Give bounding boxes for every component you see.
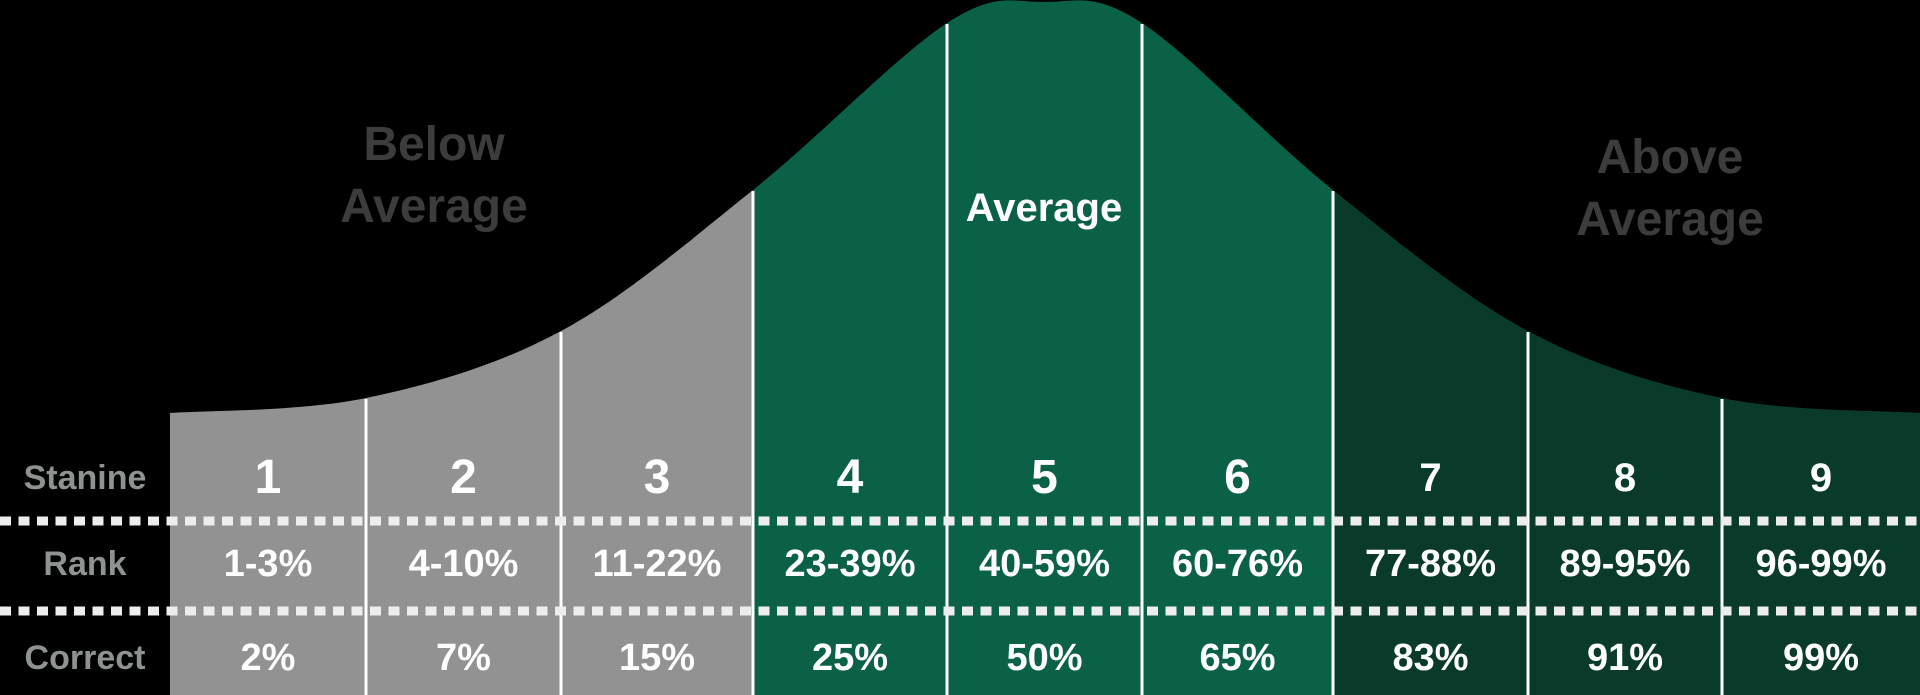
curve-column-stanine-8 (1528, 331, 1722, 695)
correct-cell-6: 65% (1199, 637, 1276, 679)
stanine-cell-3: 3 (643, 451, 671, 504)
stanine-cell-1: 1 (254, 451, 282, 504)
stanine-cell-2: 2 (450, 451, 477, 504)
correct-cell-3: 15% (618, 637, 696, 679)
correct-cell-2: 7% (436, 637, 491, 679)
stanine-cell-5: 5 (1031, 451, 1058, 504)
curve-column-stanine-5 (947, 0, 1142, 695)
above-average-label: Above Average (1576, 131, 1764, 246)
row-label-rank: Rank (43, 545, 127, 583)
average-label: Average (965, 186, 1123, 230)
rank-cell-3: 11-22% (592, 543, 722, 585)
curve-column-stanine-3 (561, 190, 753, 695)
stanine-cell-8: 8 (1613, 456, 1637, 500)
rank-cell-5: 40-59% (979, 543, 1110, 585)
correct-cell-7: 83% (1392, 637, 1469, 679)
correct-cell-9: 99% (1782, 637, 1860, 679)
rank-cell-2: 4-10% (408, 543, 519, 585)
stanine-cell-6: 6 (1224, 451, 1251, 504)
correct-cell-4: 25% (811, 637, 889, 679)
correct-cell-1: 2% (240, 637, 296, 679)
row-label-correct: Correct (24, 639, 146, 677)
correct-cell-8: 91% (1586, 637, 1664, 679)
curve-column-stanine-6 (1142, 23, 1333, 695)
curve-column-stanine-1 (170, 398, 366, 695)
rank-cell-7: 77-88% (1365, 543, 1496, 585)
curve-column-stanine-7 (1333, 190, 1528, 695)
stanine-cell-9: 9 (1809, 456, 1833, 500)
correct-cell-5: 50% (1006, 637, 1083, 679)
rank-cell-1: 1-3% (223, 543, 313, 585)
rank-cell-6: 60-76% (1172, 543, 1303, 585)
curve-column-stanine-4 (753, 23, 947, 695)
stanine-cell-4: 4 (836, 451, 864, 504)
rank-cell-9: 96-99% (1755, 543, 1887, 585)
stanine-cell-7: 7 (1419, 456, 1442, 500)
row-label-stanine: Stanine (23, 459, 147, 497)
below-average-label: Below Average (340, 118, 528, 233)
rank-cell-4: 23-39% (784, 543, 916, 585)
curve-column-stanine-9 (1722, 398, 1920, 695)
rank-cell-8: 89-95% (1559, 543, 1691, 585)
curve-column-stanine-2 (366, 331, 561, 695)
